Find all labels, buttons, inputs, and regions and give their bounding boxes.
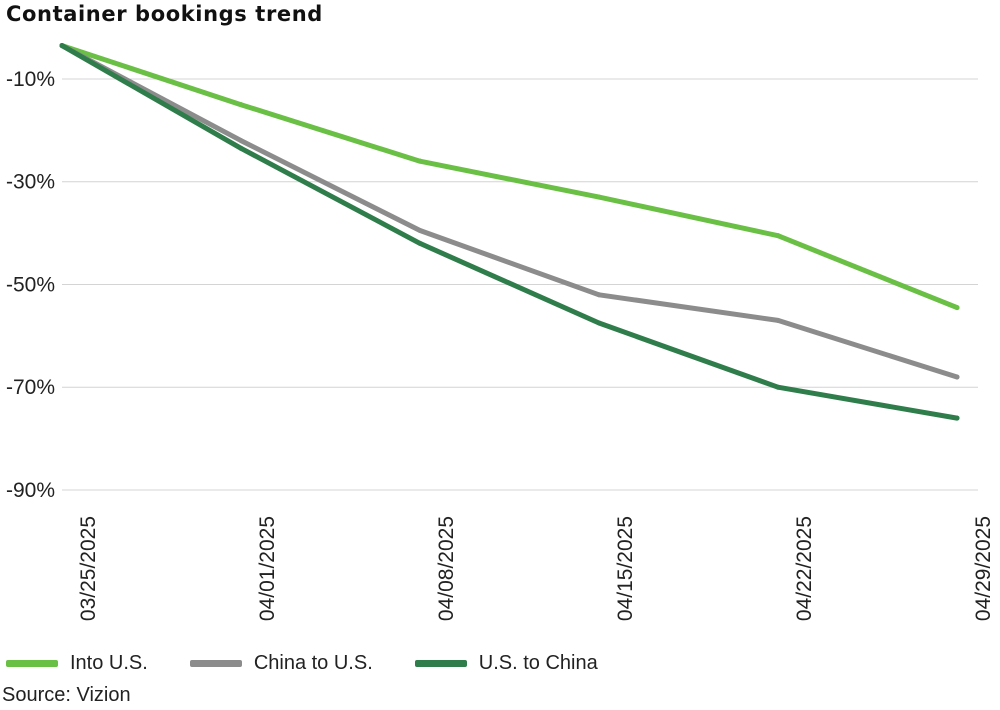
- x-tick-label: 04/08/2025: [435, 516, 458, 621]
- series-line-2: [59, 43, 960, 421]
- legend-item-into-us: Into U.S.: [6, 652, 148, 675]
- chart-title: Container bookings trend: [6, 2, 323, 26]
- data-point: [954, 305, 960, 311]
- series-line-0: [59, 43, 960, 311]
- y-axis: -10% -30% -50% -70% -90%: [6, 68, 55, 502]
- series-line-1: [59, 43, 960, 380]
- legend-swatch-china-to-us: [189, 660, 242, 667]
- legend-label-us-to-china: U.S. to China: [478, 652, 598, 674]
- grid-layer: [62, 78, 978, 491]
- legend: Into U.S. China to U.S. U.S. to China: [6, 652, 640, 675]
- x-tick-label: 04/01/2025: [256, 516, 279, 621]
- source-note: Source: Vizion: [2, 684, 131, 706]
- data-point: [238, 145, 244, 151]
- data-point: [417, 158, 423, 164]
- data-point: [775, 317, 781, 323]
- legend-label-into-us: Into U.S.: [70, 652, 148, 674]
- data-point: [775, 384, 781, 390]
- data-point: [417, 240, 423, 246]
- x-tick-label: 04/29/2025: [972, 516, 995, 621]
- data-point: [954, 374, 960, 380]
- data-point: [596, 320, 602, 326]
- legend-swatch-us-to-china: [414, 660, 467, 667]
- x-tick-label: 03/25/2025: [77, 516, 100, 621]
- data-point: [238, 102, 244, 108]
- y-tick-label: -10%: [6, 68, 55, 91]
- data-point: [954, 415, 960, 421]
- legend-swatch-into-us: [6, 660, 58, 667]
- line-chart: -10% -30% -50% -70% -90% 03/25/2025 04/01/202…: [6, 43, 995, 621]
- data-point: [238, 138, 244, 144]
- y-tick-label: -70%: [6, 376, 55, 399]
- data-point: [596, 292, 602, 298]
- x-tick-label: 04/22/2025: [793, 516, 816, 621]
- data-point: [417, 228, 423, 234]
- series-layer: [59, 43, 960, 421]
- x-axis: 03/25/2025 04/01/2025 04/08/2025 04/15/2025…: [77, 516, 995, 621]
- y-tick-label: -90%: [6, 479, 55, 502]
- data-point: [59, 43, 65, 49]
- data-point: [596, 194, 602, 200]
- x-tick-label: 04/15/2025: [614, 516, 637, 621]
- y-tick-label: -50%: [6, 273, 55, 296]
- legend-item-us-to-china: U.S. to China: [414, 652, 598, 675]
- legend-item-china-to-us: China to U.S.: [189, 652, 373, 675]
- y-tick-label: -30%: [6, 171, 55, 194]
- data-point: [775, 233, 781, 239]
- legend-label-china-to-us: China to U.S.: [253, 652, 373, 674]
